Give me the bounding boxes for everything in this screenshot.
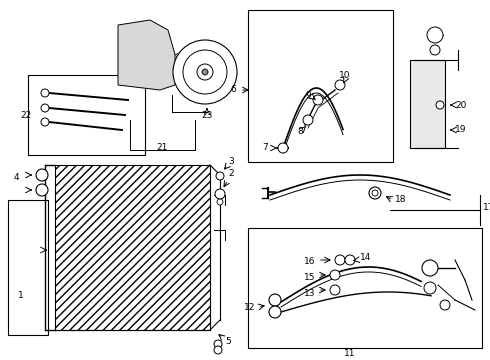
Circle shape (183, 50, 227, 94)
Text: 23: 23 (201, 111, 213, 120)
Circle shape (440, 300, 450, 310)
Circle shape (215, 189, 225, 199)
Circle shape (217, 199, 223, 205)
Text: 12: 12 (244, 302, 255, 311)
Circle shape (36, 184, 48, 196)
Text: 18: 18 (395, 195, 407, 204)
Circle shape (369, 187, 381, 199)
Text: 5: 5 (225, 338, 231, 346)
Text: 15: 15 (303, 273, 315, 282)
Circle shape (335, 255, 345, 265)
Circle shape (36, 169, 48, 181)
Text: 13: 13 (303, 289, 315, 298)
Text: 4: 4 (14, 174, 20, 183)
Text: 21: 21 (156, 144, 168, 153)
Circle shape (345, 255, 355, 265)
Text: 16: 16 (303, 257, 315, 266)
Text: 2: 2 (228, 170, 234, 179)
Bar (55, 165, 210, 330)
Circle shape (41, 104, 49, 112)
Circle shape (335, 80, 345, 90)
Text: 9: 9 (305, 90, 311, 99)
Text: 1: 1 (18, 291, 24, 300)
Circle shape (424, 282, 436, 294)
Circle shape (41, 89, 49, 97)
Circle shape (330, 270, 340, 280)
Circle shape (303, 115, 313, 125)
Circle shape (430, 45, 440, 55)
Circle shape (214, 340, 222, 348)
Circle shape (427, 27, 443, 43)
Circle shape (422, 260, 438, 276)
Circle shape (436, 101, 444, 109)
Circle shape (372, 190, 378, 196)
Text: 3: 3 (228, 158, 234, 166)
Text: 17: 17 (483, 202, 490, 211)
Text: 7: 7 (262, 144, 268, 153)
Circle shape (202, 69, 208, 75)
Circle shape (330, 285, 340, 295)
Circle shape (197, 64, 213, 80)
Text: 14: 14 (360, 253, 371, 262)
Circle shape (269, 294, 281, 306)
Text: 10: 10 (339, 71, 351, 80)
Text: 22: 22 (20, 111, 31, 120)
Circle shape (216, 172, 224, 180)
Polygon shape (175, 50, 195, 75)
Text: 6: 6 (230, 85, 236, 94)
Circle shape (269, 306, 281, 318)
Circle shape (214, 346, 222, 354)
Text: 20: 20 (455, 100, 466, 109)
Text: 11: 11 (344, 348, 356, 357)
Circle shape (313, 95, 323, 105)
Circle shape (278, 143, 288, 153)
Polygon shape (118, 20, 178, 90)
Circle shape (41, 118, 49, 126)
Text: 8: 8 (297, 127, 303, 136)
Polygon shape (410, 60, 445, 148)
Text: 19: 19 (455, 126, 466, 135)
Circle shape (173, 40, 237, 104)
